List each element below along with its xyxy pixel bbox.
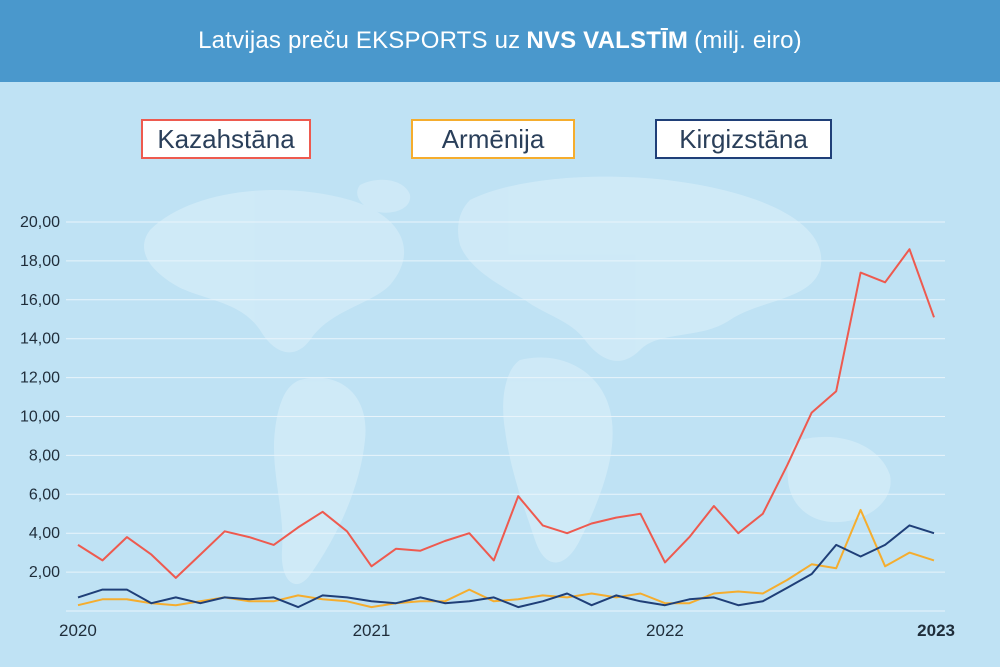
legend-kirgizstana-label: Kirgizstāna	[679, 123, 808, 154]
title-unit: (milj. eiro)	[694, 27, 802, 54]
world-map-background	[144, 176, 891, 585]
series-line-1	[77, 508, 935, 609]
x-tick-label: 2020	[59, 621, 97, 640]
series-line-2	[77, 524, 935, 609]
legend-armenija-label: Armēnija	[441, 123, 545, 154]
y-tick-label: 10,00	[20, 409, 60, 426]
x-axis-ticks: 2020 2021 2022 2023	[59, 621, 955, 640]
y-axis-ticks: 2,00 4,00 6,00 8,00 10,00 12,00 14,00 16,00 18,0…	[20, 214, 60, 581]
title-highlight: NVS VALSTĪM	[526, 27, 689, 54]
chart-title: Latvijas preču EKSPORTS uz NVS VALSTĪM (…	[0, 0, 1000, 82]
y-tick-label: 4,00	[29, 525, 60, 542]
y-tick-label: 2,00	[29, 564, 60, 581]
x-tick-label: 2021	[353, 621, 391, 640]
legend-kirgizstana: Kirgizstāna	[655, 119, 832, 159]
series-line-0	[77, 248, 935, 579]
y-tick-label: 8,00	[29, 447, 60, 464]
title-prefix: Latvijas preču EKSPORTS uz	[198, 27, 521, 54]
y-tick-label: 18,00	[20, 253, 60, 270]
y-tick-label: 6,00	[29, 486, 60, 503]
x-tick-label: 2022	[646, 621, 684, 640]
legend-kazahstana-label: Kazahstāna	[157, 123, 295, 154]
series-lines	[77, 248, 935, 609]
y-tick-label: 14,00	[20, 331, 60, 348]
y-tick-label: 12,00	[20, 370, 60, 387]
x-tick-label: 2023	[917, 621, 955, 640]
y-tick-label: 16,00	[20, 292, 60, 309]
y-tick-label: 20,00	[20, 214, 60, 231]
legend-kazahstana: Kazahstāna	[141, 119, 311, 159]
legend-armenija: Armēnija	[411, 119, 575, 159]
